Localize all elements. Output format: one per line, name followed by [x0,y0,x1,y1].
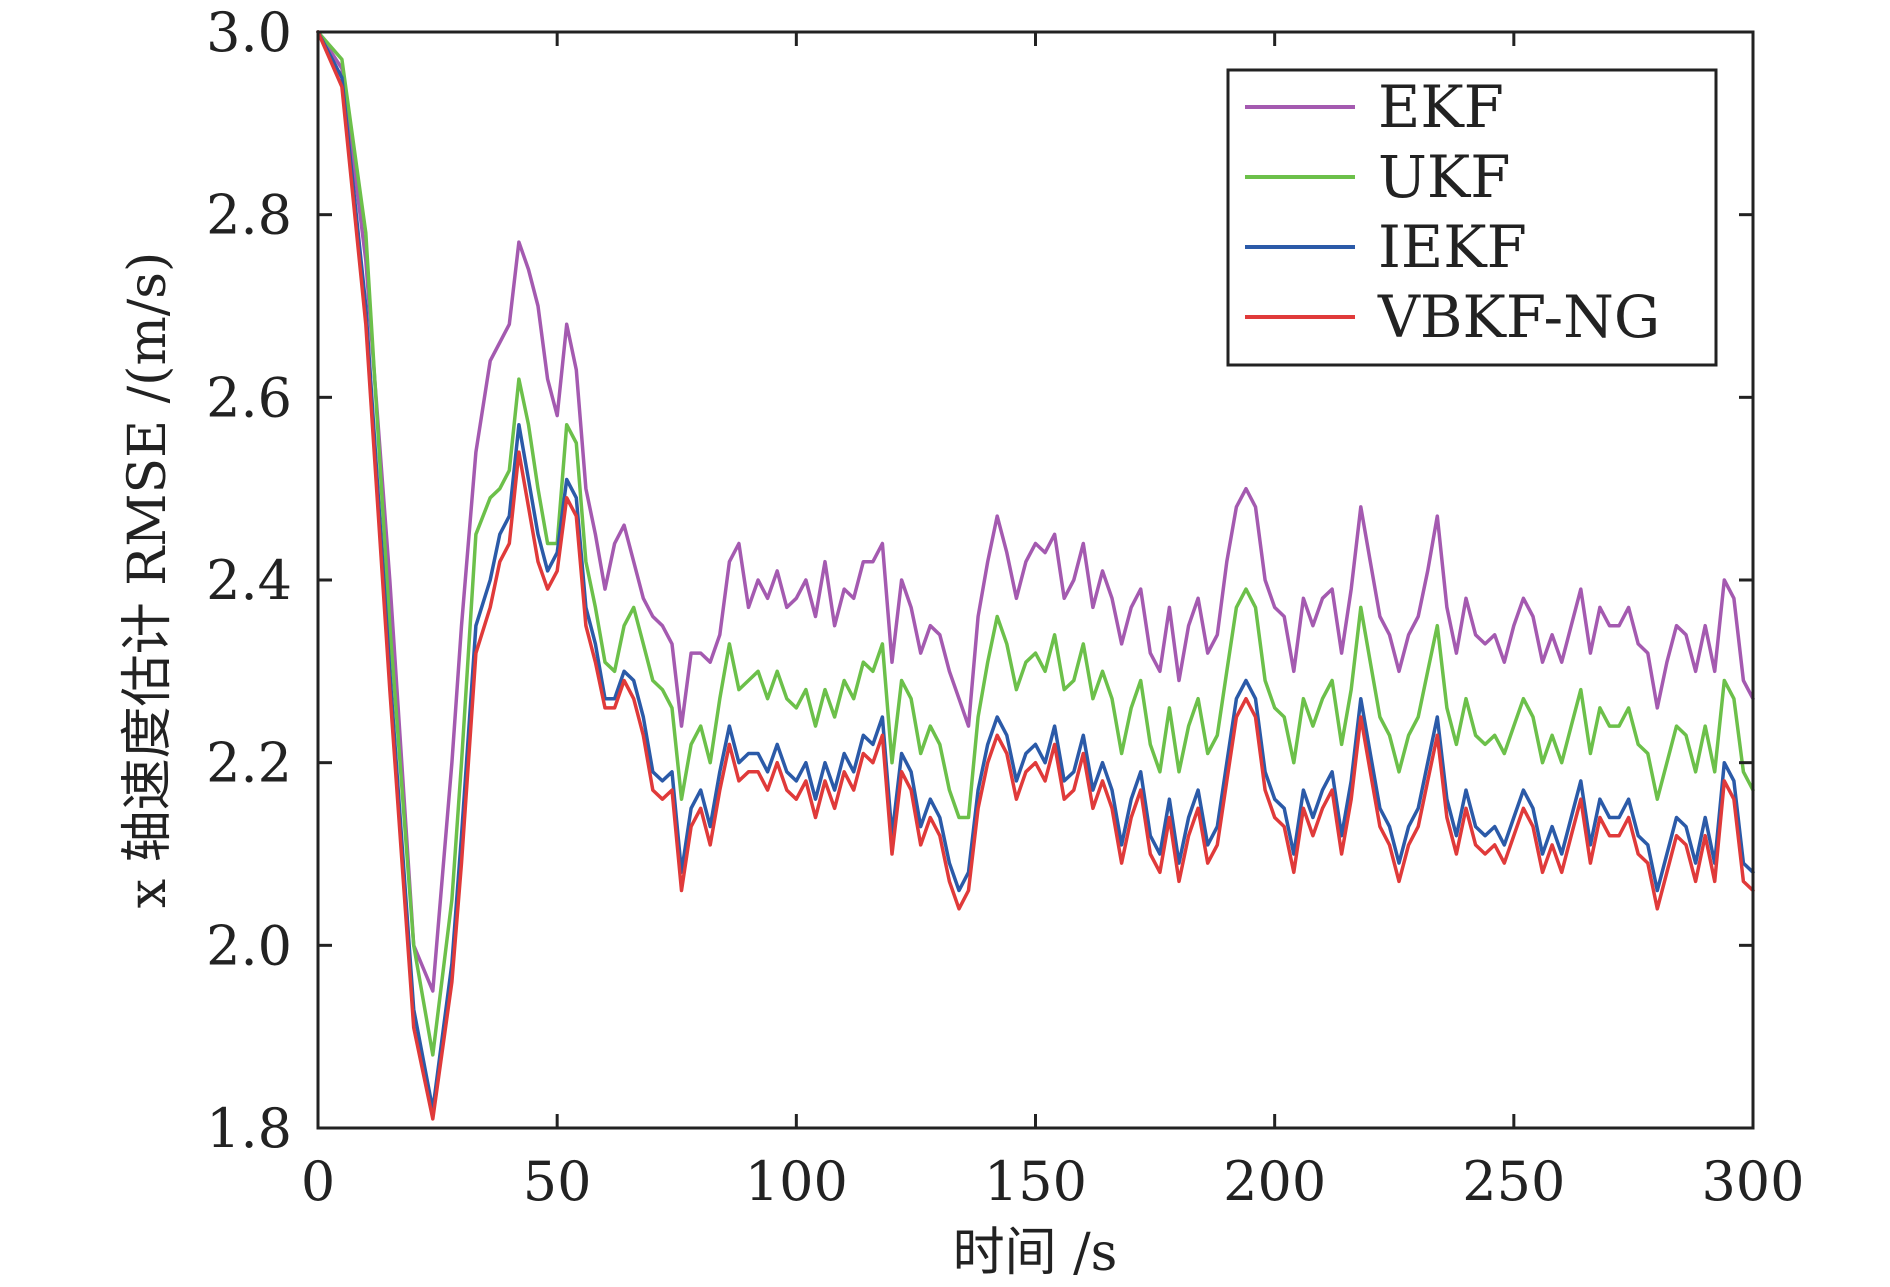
x-tick-labels: 0 50 100 150 200 250 300 [301,1150,1805,1213]
y-axis-title: x 轴速度估计 RMSE /(m/s) [118,252,178,909]
y-tick-label: 3.0 [206,1,292,64]
y-tick-label: 2.4 [206,549,292,612]
x-tick-label: 100 [745,1150,848,1213]
legend-label-vbkf-ng: VBKF-NG [1377,283,1660,351]
x-tick-label: 200 [1223,1150,1326,1213]
x-tick-label: 50 [523,1150,592,1213]
x-axis-title: 时间 /s [953,1223,1118,1283]
y-tick-labels: 1.8 2.0 2.2 2.4 2.6 2.8 3.0 [206,1,292,1160]
series-line-iekf [316,30,1755,1112]
y-tick-label: 1.8 [206,1097,292,1160]
legend-label-ekf: EKF [1378,73,1504,141]
legend-label-ukf: UKF [1378,143,1510,211]
y-tick-label: 2.8 [206,184,292,247]
x-tick-label: 300 [1701,1150,1804,1213]
y-tick-label: 2.0 [206,914,292,977]
series-line-vbkf-ng [316,30,1755,1121]
series-line-ekf [316,30,1755,993]
legend-label-iekf: IEKF [1378,213,1527,281]
ticks-layer [316,30,1755,1130]
series-layer [316,30,1755,1121]
y-tick-label: 2.2 [206,732,292,795]
series-line-ukf [316,30,1755,1057]
x-tick-label: 250 [1462,1150,1565,1213]
y-tick-label: 2.6 [206,366,292,429]
x-tick-label: 0 [301,1150,335,1213]
x-tick-label: 150 [984,1150,1087,1213]
